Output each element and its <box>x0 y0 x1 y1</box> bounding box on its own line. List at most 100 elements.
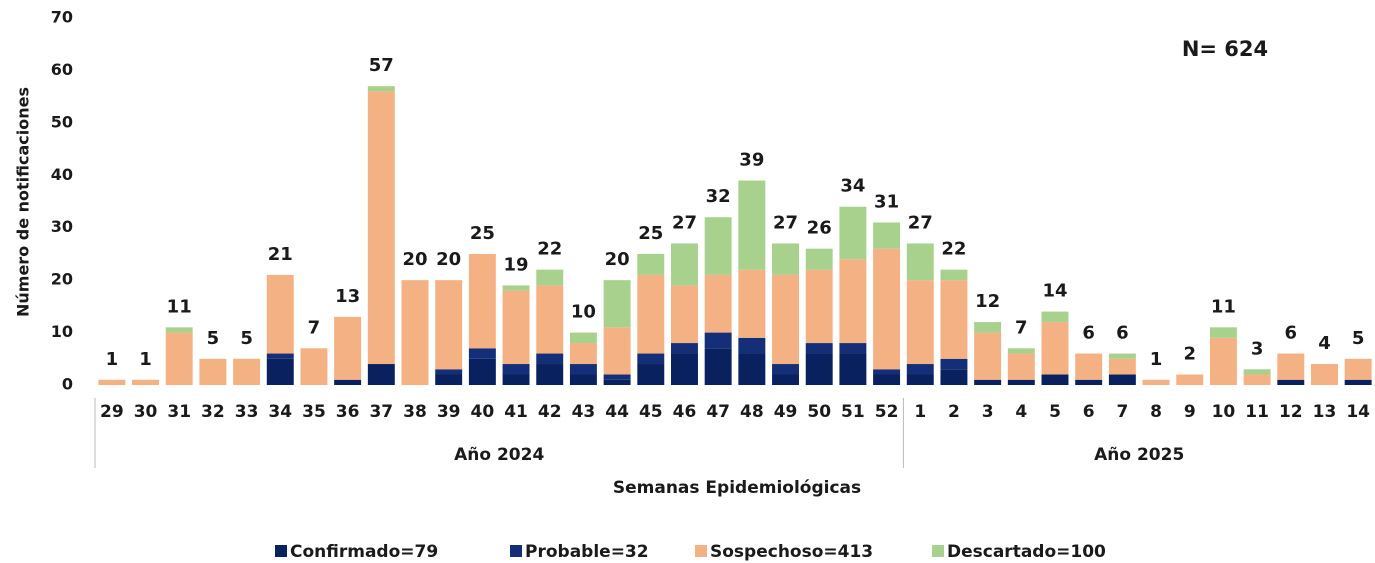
value-label: 7 <box>1015 317 1028 338</box>
annotation: N= 624 <box>1182 37 1268 61</box>
x-tick-label: 51 <box>841 402 865 422</box>
legend-label: Sospechoso=413 <box>710 542 873 562</box>
bar-segment <box>367 86 395 92</box>
bar-segment <box>1075 353 1103 380</box>
bar-segment <box>974 322 1002 333</box>
bar-segment <box>536 285 564 354</box>
bar-segment <box>738 269 766 338</box>
x-tick-label: 36 <box>336 402 360 422</box>
x-tick-label: 7 <box>1116 402 1128 422</box>
x-axis-label: Semanas Epidemiológicas <box>613 478 861 498</box>
y-tick-label: 10 <box>51 322 73 341</box>
bar-segment <box>940 358 968 370</box>
x-tick-label: 40 <box>471 402 495 422</box>
value-label: 2 <box>1183 344 1196 365</box>
bar-segment <box>1277 379 1305 385</box>
bar-segment <box>839 343 867 354</box>
bar-segment <box>502 290 530 365</box>
x-tick-label: 52 <box>875 402 899 422</box>
y-tick-label: 40 <box>51 165 73 184</box>
x-tick-label: 30 <box>134 402 158 422</box>
bar-segment <box>1209 327 1237 338</box>
x-tick-label: 13 <box>1313 402 1337 422</box>
value-label: 27 <box>908 212 933 233</box>
value-label: 20 <box>605 249 630 270</box>
bar-segment <box>536 353 564 365</box>
bar-segment <box>805 269 833 344</box>
value-label: 1 <box>106 349 119 370</box>
bar-segment <box>906 364 934 375</box>
bar-segment <box>502 374 530 385</box>
value-label: 34 <box>840 176 865 197</box>
bar-segment <box>906 280 934 365</box>
bar-segment <box>738 180 766 270</box>
bar-segment <box>704 332 732 349</box>
bar-segment <box>401 280 429 385</box>
bar-segment <box>805 248 833 270</box>
bar-segment <box>738 353 766 385</box>
bar-segment <box>266 353 294 359</box>
x-tick-label: 10 <box>1212 402 1236 422</box>
bar-segment <box>805 343 833 354</box>
bar-segment <box>1075 379 1103 385</box>
x-tick-label: 31 <box>167 402 191 422</box>
x-tick-label: 49 <box>774 402 798 422</box>
bar-segment <box>671 285 698 344</box>
bar-segment <box>435 280 463 370</box>
x-tick-label: 29 <box>100 402 124 422</box>
x-tick-label: 8 <box>1150 402 1162 422</box>
x-tick-label: 45 <box>639 402 663 422</box>
y-tick-label: 0 <box>62 375 73 394</box>
x-tick-label: 35 <box>302 402 326 422</box>
bar-segment <box>569 364 597 375</box>
y-tick-label: 20 <box>51 270 73 289</box>
bar-segment <box>98 379 126 385</box>
value-label: 7 <box>308 317 321 338</box>
bar-segment <box>1108 374 1136 385</box>
bar-segment <box>671 343 698 354</box>
bar-segment <box>1243 369 1271 375</box>
x-tick-label: 41 <box>504 402 528 422</box>
bar-segment <box>334 379 362 385</box>
bar-segment <box>637 364 665 385</box>
x-tick-label: 6 <box>1083 402 1095 422</box>
y-tick-label: 60 <box>51 60 73 79</box>
bar-segment <box>569 343 597 365</box>
value-label: 6 <box>1285 323 1298 344</box>
value-label: 6 <box>1116 323 1129 344</box>
bar-segment <box>536 364 564 385</box>
bar-segment <box>1007 353 1035 380</box>
bar-segment <box>906 243 934 281</box>
legend-swatch <box>510 545 522 557</box>
x-tick-label: 50 <box>807 402 831 422</box>
x-tick-label: 9 <box>1184 402 1196 422</box>
bar-segment <box>1108 353 1136 359</box>
value-label: 20 <box>436 249 461 270</box>
bar-segment <box>367 364 395 385</box>
bar-segment <box>468 358 496 385</box>
bar-segment <box>165 332 193 385</box>
group-label: Año 2025 <box>1094 445 1184 465</box>
value-label: 27 <box>773 212 798 233</box>
value-label: 21 <box>268 244 293 265</box>
x-tick-label: 39 <box>437 402 461 422</box>
bar-segment <box>704 348 732 385</box>
y-tick-label: 30 <box>51 217 73 236</box>
bar-segment <box>1108 358 1136 375</box>
bar-segment <box>1007 348 1035 354</box>
group-label: Año 2024 <box>454 445 544 465</box>
bar-segment <box>1041 311 1069 323</box>
value-label: 5 <box>207 328 220 349</box>
bar-segment <box>704 274 732 333</box>
x-tick-label: 42 <box>538 402 562 422</box>
x-tick-label: 2 <box>948 402 960 422</box>
bar-segment <box>1243 374 1271 385</box>
bar-segment <box>906 374 934 385</box>
x-tick-label: 46 <box>673 402 697 422</box>
bar-segment <box>974 379 1002 385</box>
bar-segment <box>468 348 496 359</box>
bar-segment <box>772 243 799 275</box>
value-label: 19 <box>504 254 529 275</box>
bar-segment <box>772 364 799 375</box>
